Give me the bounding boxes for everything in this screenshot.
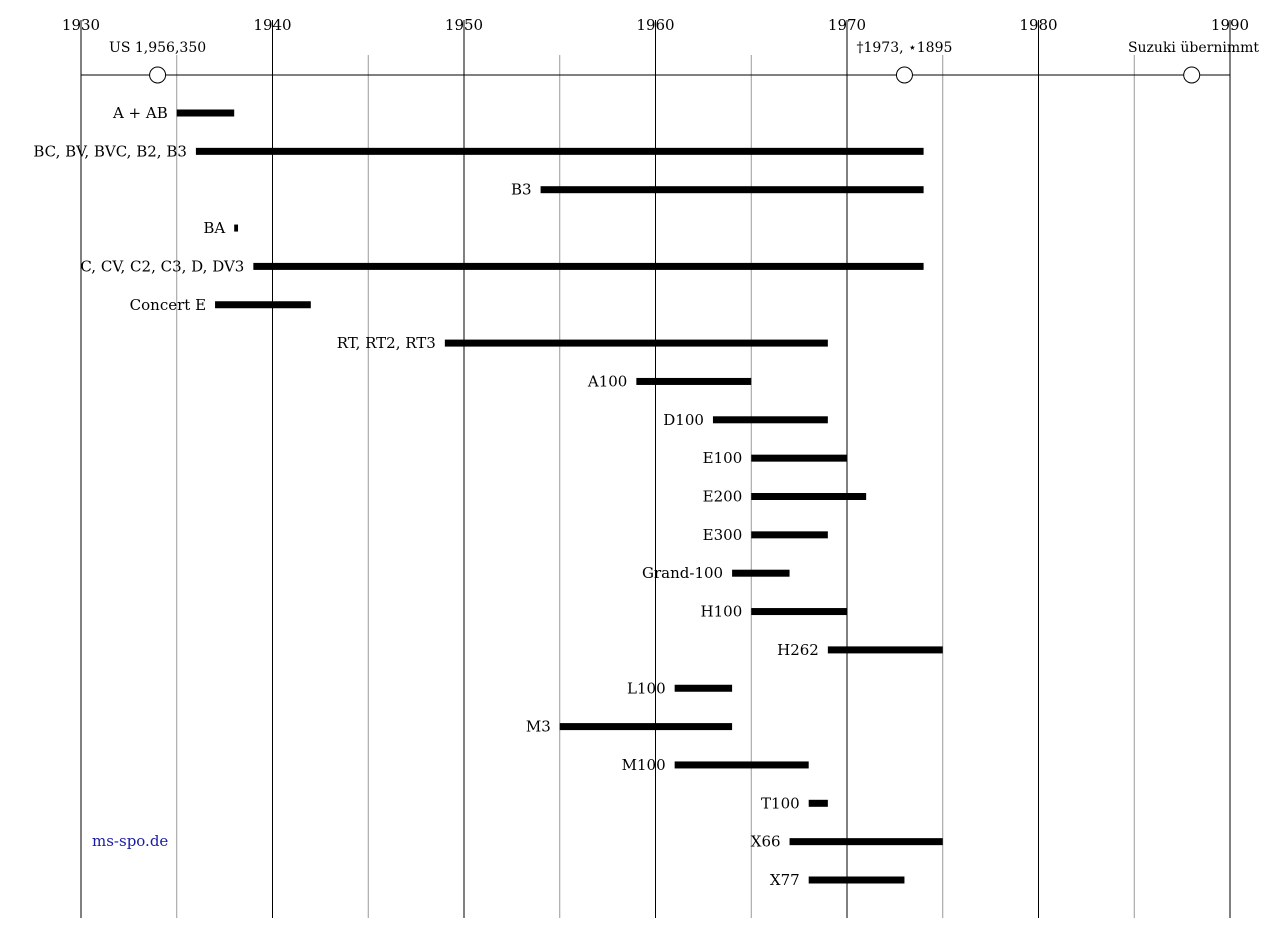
bar	[751, 531, 828, 539]
bar	[636, 377, 752, 385]
bar	[674, 684, 733, 692]
event-label: †1973, ⋆1895	[856, 40, 952, 56]
event-marker	[1183, 66, 1201, 84]
event-marker	[895, 66, 913, 84]
bar	[195, 147, 924, 155]
bar-label: BC, BV, BVC, B2, B3	[33, 142, 187, 160]
bar-label: C, CV, C2, C3, D, DV3	[80, 257, 244, 275]
bar	[732, 569, 790, 577]
event-marker	[149, 66, 167, 84]
bar	[808, 876, 905, 884]
x-tick-label: 1940	[253, 16, 291, 34]
bar	[712, 416, 828, 424]
bar-label: Concert E	[130, 296, 206, 314]
bar-label: B3	[511, 181, 532, 199]
x-tick-label: 1960	[636, 16, 674, 34]
bar-label: X66	[751, 833, 781, 851]
x-tick-label: 1990	[1211, 16, 1249, 34]
bar	[751, 454, 847, 462]
bar-label: L100	[627, 679, 666, 697]
bar	[540, 186, 924, 194]
bar-label: E100	[703, 449, 743, 467]
bar-label: M100	[622, 756, 666, 774]
bar-label: Grand-100	[642, 564, 723, 582]
watermark-link[interactable]: ms-spo.de	[92, 832, 168, 850]
bar-label: D100	[663, 411, 704, 429]
x-tick-label: 1970	[828, 16, 866, 34]
event-label: US 1,956,350	[109, 40, 206, 56]
bar-label: A100	[587, 372, 627, 390]
bar-label: A + AB	[112, 104, 168, 122]
bar-label: X77	[770, 871, 800, 889]
bar-label: RT, RT2, RT3	[337, 334, 436, 352]
bar	[253, 262, 924, 270]
bar	[234, 224, 239, 232]
event-label: Suzuki übernimmt	[1128, 40, 1259, 56]
bar	[751, 608, 847, 616]
bar-label: H100	[701, 603, 743, 621]
bar-label: M3	[526, 718, 551, 736]
event-markers: US 1,956,350 †1973, ⋆1895 Suzuki übernimmt	[109, 40, 1259, 84]
bar-label: E300	[703, 526, 743, 544]
bar-label: T100	[761, 794, 800, 812]
timeline-axis: 1930 1940 1950 1960 1970 1980 1990	[62, 16, 1249, 76]
bar	[215, 301, 311, 309]
bar	[674, 761, 809, 769]
bar-label: E200	[703, 488, 743, 506]
x-tick-label: 1980	[1019, 16, 1057, 34]
grid-lines	[80, 20, 1231, 918]
x-tick-label: 1950	[445, 16, 483, 34]
bar	[751, 493, 867, 500]
bar-label: BA	[203, 219, 225, 237]
bar	[789, 838, 943, 846]
bar	[444, 339, 828, 347]
bar	[808, 799, 828, 807]
bar	[559, 723, 733, 731]
bar	[176, 109, 235, 117]
bar-label: H262	[777, 641, 819, 659]
bar	[827, 646, 943, 654]
x-tick-label: 1930	[62, 16, 100, 34]
model-bars: A + AB BC, BV, BVC, B2, B3 B3 BA C, CV, C2, …	[33, 104, 943, 889]
